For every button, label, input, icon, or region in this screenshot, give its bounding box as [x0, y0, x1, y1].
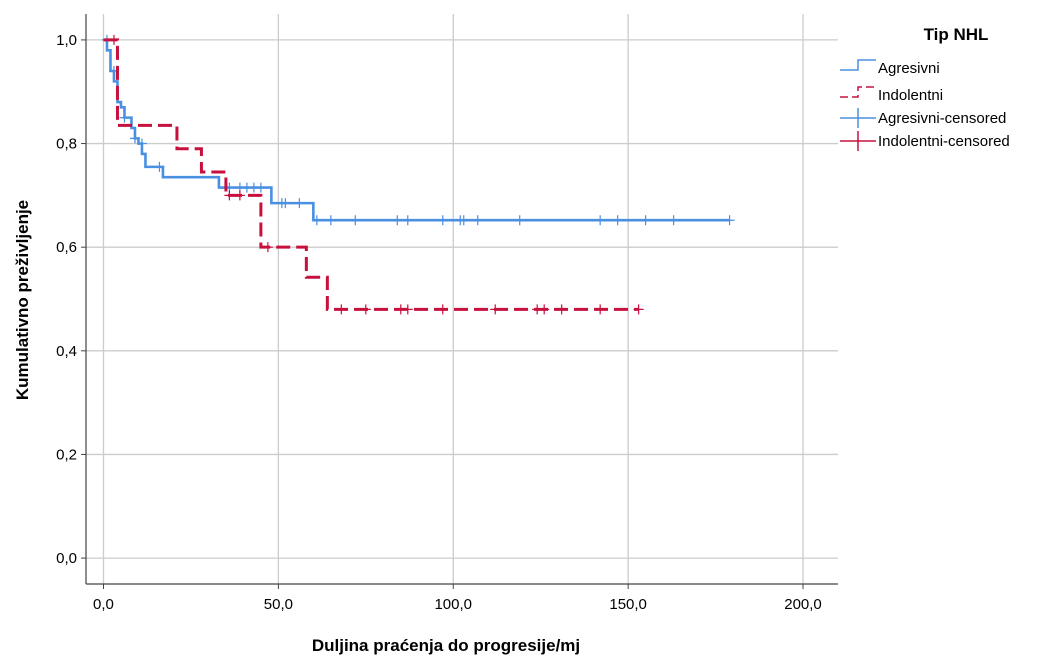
censor-mark-agresivni — [255, 182, 266, 193]
axes — [81, 14, 838, 589]
censor-mark-agresivni — [325, 215, 336, 226]
x-tick-label: 150,0 — [609, 596, 647, 613]
censor-mark-indolentni — [595, 304, 606, 315]
censor-mark-agresivni — [724, 215, 735, 226]
censor-mark-agresivni — [154, 161, 165, 172]
censor-mark-agresivni — [458, 215, 469, 226]
censor-mark-indolentni — [539, 304, 550, 315]
censor-mark-agresivni — [402, 215, 413, 226]
y-tick-label: 0,2 — [56, 446, 77, 463]
legend-label: Indolentni — [878, 87, 943, 104]
y-tick-label: 0,8 — [56, 136, 77, 153]
censor-mark-indolentni — [633, 304, 644, 315]
x-tick-label: 200,0 — [784, 596, 822, 613]
series-line-agresivni — [103, 38, 730, 222]
censor-mark-agresivni — [392, 215, 403, 226]
censor-mark-agresivni — [119, 112, 130, 123]
legend-item: Agresivni-censored — [840, 108, 1006, 128]
censor-mark-indolentni — [262, 242, 273, 253]
censor-mark-agresivni — [136, 138, 147, 149]
censor-mark-indolentni — [108, 34, 119, 45]
x-tick-label: 50,0 — [264, 596, 293, 613]
censor-mark-agresivni — [129, 133, 140, 144]
x-axis-title: Duljina praćenja do progresije/mj — [312, 636, 580, 655]
censor-mark-indolentni — [224, 190, 235, 201]
tick-labels: 0,0 0,2 0,4 0,6 0,8 1,0 0,0 50,0 100,0 150,0 200,0 — [56, 32, 822, 613]
grid-lines — [86, 14, 838, 584]
censor-mark-indolentni — [402, 304, 413, 315]
legend-item: Indolentni — [840, 86, 943, 104]
censor-mark-agresivni — [595, 215, 606, 226]
x-tick-label: 0,0 — [93, 596, 114, 613]
censor-mark-agresivni — [350, 215, 361, 226]
y-tick-label: 1,0 — [56, 32, 77, 49]
censor-mark-agresivni — [294, 198, 305, 209]
legend-title: Tip NHL — [924, 25, 989, 44]
censor-mark-indolentni — [234, 190, 245, 201]
censor-mark-agresivni — [437, 215, 448, 226]
censor-mark-agresivni — [612, 215, 623, 226]
legend-swatch — [840, 86, 876, 98]
legend-label: Indolentni-censored — [878, 133, 1010, 150]
censor-mark-agresivni — [280, 198, 291, 209]
legend-item: Agresivni — [840, 59, 940, 77]
censor-mark-indolentni — [490, 304, 501, 315]
legend-label: Agresivni — [878, 60, 940, 77]
legend-item: Indolentni-censored — [840, 131, 1010, 151]
series-line-indolentni — [103, 38, 639, 311]
legend-swatch — [840, 59, 876, 71]
censor-mark-indolentni — [437, 304, 448, 315]
legend: Tip NHL Agresivni Indolentni Agresivni-cen… — [840, 25, 1010, 151]
censor-mark-agresivni — [668, 215, 679, 226]
censor-mark-indolentni — [336, 304, 347, 315]
y-tick-label: 0,6 — [56, 239, 77, 256]
censor-mark-indolentni — [556, 304, 567, 315]
plot-area — [101, 34, 735, 315]
y-tick-label: 0,4 — [56, 343, 77, 360]
y-tick-label: 0,0 — [56, 550, 77, 567]
censor-mark-agresivni — [472, 215, 483, 226]
censor-mark-agresivni — [514, 215, 525, 226]
censor-mark-indolentni — [360, 304, 371, 315]
censor-mark-agresivni — [640, 215, 651, 226]
x-tick-label: 100,0 — [434, 596, 472, 613]
y-axis-title: Kumulativno preživljenje — [13, 200, 32, 400]
legend-swatch — [840, 131, 876, 151]
legend-swatch — [840, 108, 876, 128]
legend-label: Agresivni-censored — [878, 110, 1006, 127]
censor-mark-agresivni — [311, 215, 322, 226]
